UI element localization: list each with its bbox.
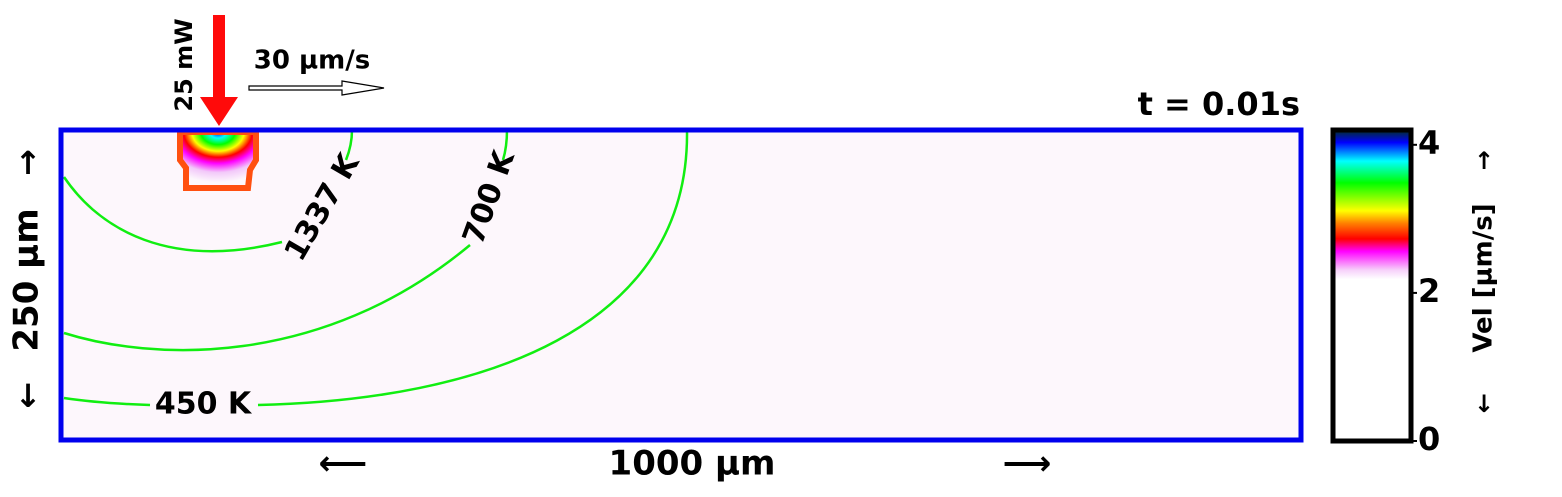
- scan-speed: 30 µm/s: [254, 46, 370, 76]
- domain: [61, 130, 1301, 440]
- colorbar-tick-label: 4: [1418, 124, 1440, 162]
- arrow-down: ↓: [15, 377, 42, 415]
- scan-arrow: [248, 80, 385, 96]
- arrow-up: ↑: [15, 144, 42, 182]
- arrow-left: ⟵: [319, 444, 368, 484]
- height-label: 250 µm: [7, 208, 47, 351]
- colorbar-label: Vel [µm/s]: [1469, 203, 1499, 352]
- colorbar-tick-label: 2: [1418, 272, 1440, 310]
- colorbar: [1330, 127, 1414, 444]
- contour-label: 450 K: [155, 387, 253, 422]
- arrow-right: ⟶: [1003, 444, 1052, 484]
- laser-power: 25 mW: [170, 18, 198, 111]
- time-label: t = 0.01s: [1138, 85, 1300, 123]
- width-label: 1000 µm: [609, 444, 776, 484]
- melt-pool: [177, 129, 259, 191]
- colorbar-tick-label: 0: [1418, 420, 1440, 458]
- arrow-down: ↓: [1474, 390, 1494, 418]
- domain-border: [58, 127, 1304, 443]
- arrow-up: ↑: [1474, 147, 1494, 175]
- isotherms: [62, 129, 689, 407]
- laser-arrow: [200, 15, 238, 126]
